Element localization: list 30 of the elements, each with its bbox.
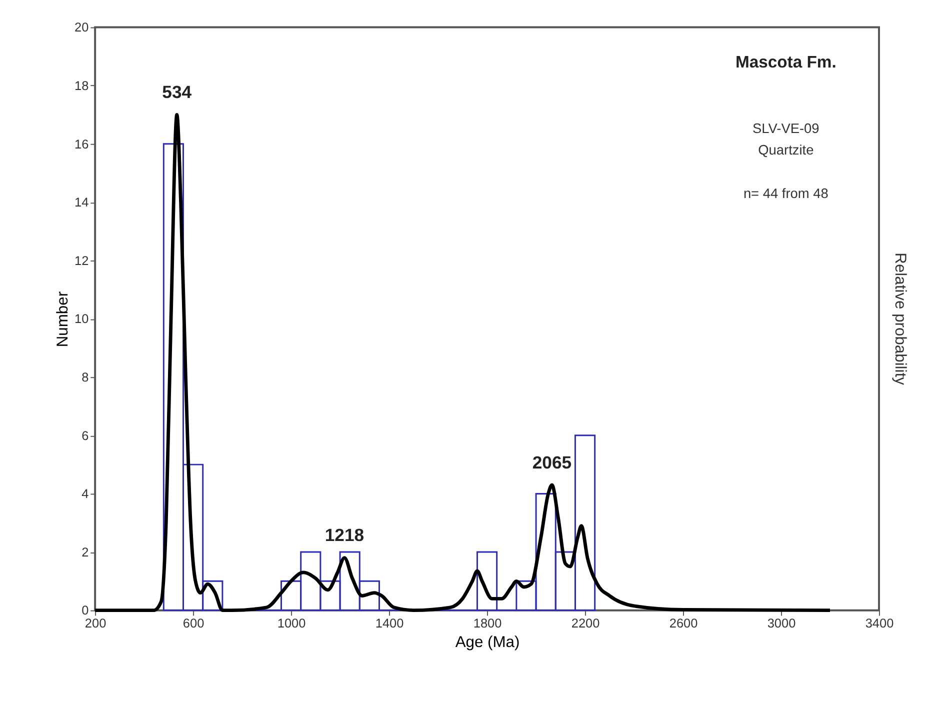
y-axis-title: Number (54, 291, 72, 348)
y2-axis-title: Relative probability (892, 252, 909, 386)
y-tick-label: 6 (82, 428, 89, 443)
annotation: Quartzite (758, 142, 814, 158)
y-tick-label: 2 (82, 544, 89, 560)
annotation: 534 (162, 82, 192, 102)
x-tick-label: 3400 (865, 615, 894, 630)
x-tick-label: 2200 (571, 615, 600, 630)
x-tick-label: 3000 (767, 615, 796, 630)
text: Mascota Fm. (736, 52, 836, 72)
y-tick-label: 12 (74, 252, 89, 268)
x-tick-label: 2600 (669, 615, 698, 630)
y-tick-label: 0 (82, 602, 89, 618)
y-tick-label: 4 (82, 486, 89, 502)
y-tick-label: 20 (74, 20, 89, 35)
annotation: 1218 (324, 525, 364, 546)
annotation: SLV-VE-09 (752, 121, 820, 136)
y-tick-label: 8 (82, 370, 89, 385)
x-axis-title: Age (Ma) (455, 634, 520, 652)
y-tick-label: 16 (74, 136, 89, 152)
x-tick-label: 200 (84, 615, 106, 630)
x-tick-label: 1800 (473, 615, 502, 630)
y-tick-label: 14 (74, 194, 89, 210)
y-tick-label: 18 (74, 78, 89, 93)
x-tick-label: 1000 (277, 615, 306, 630)
annotation: 2065 (532, 452, 572, 472)
x-tick-label: 1400 (375, 615, 404, 630)
annotation: n= 44 from 48 (743, 186, 829, 201)
y-tick-label: 10 (74, 311, 89, 326)
x-tick-label: 600 (182, 615, 204, 630)
